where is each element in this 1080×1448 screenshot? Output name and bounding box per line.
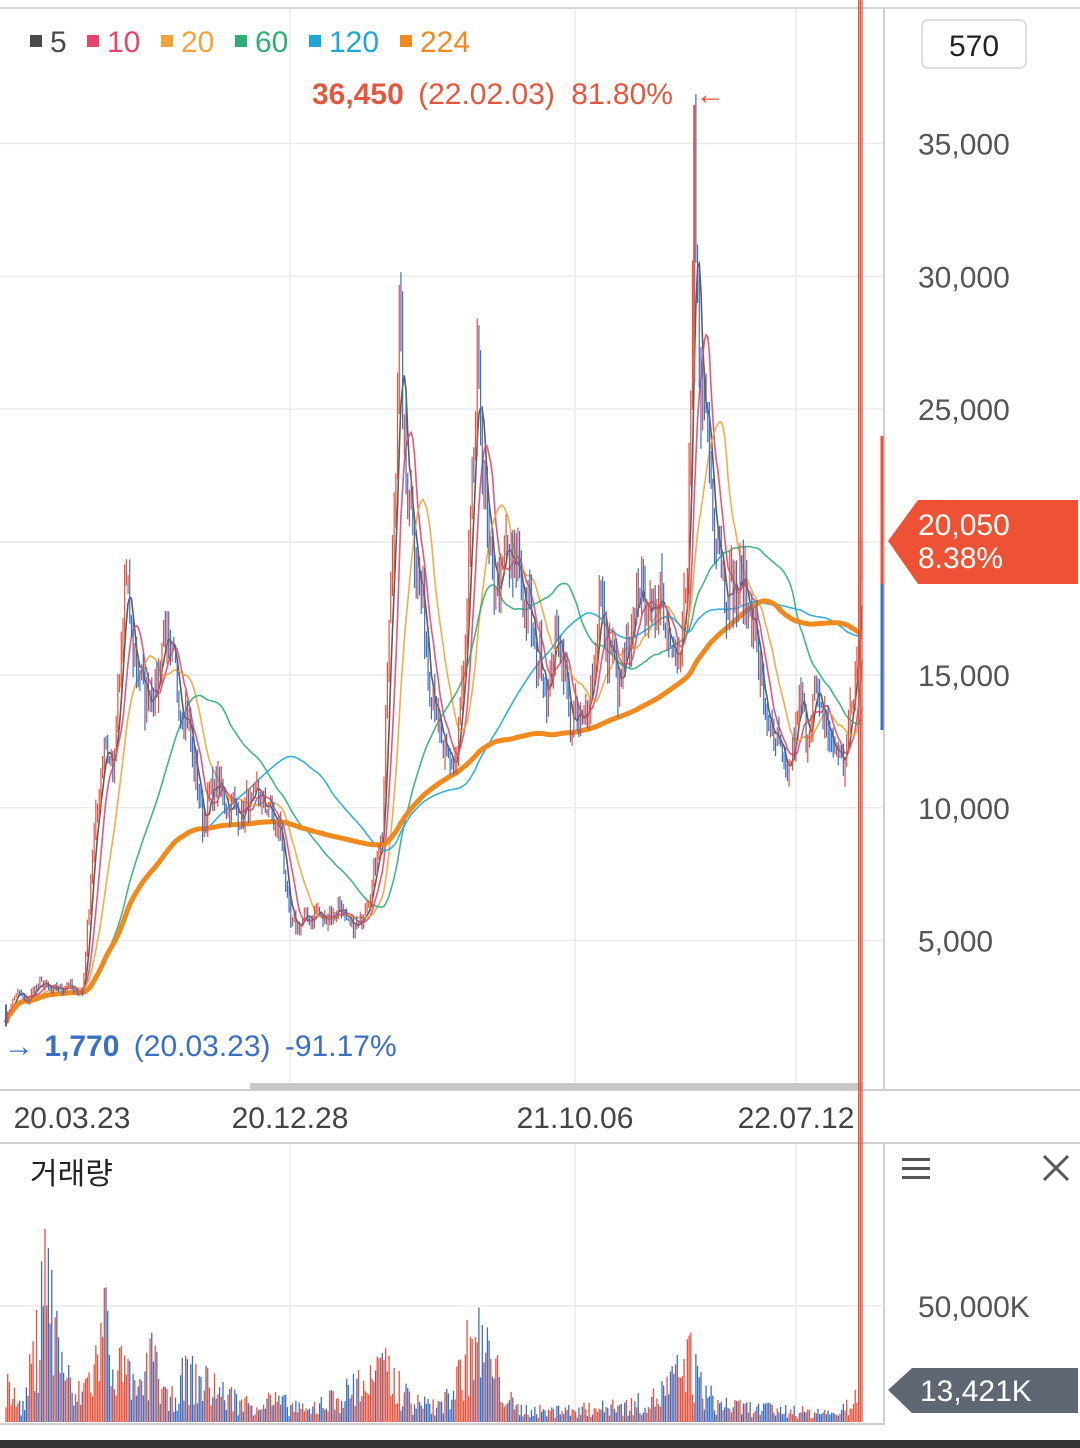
ma-224-line xyxy=(3,598,863,1024)
legend-swatch-20 xyxy=(161,35,173,47)
ma-10-line xyxy=(5,333,863,1024)
ma-60-line xyxy=(5,545,863,1024)
high-date: (22.02.03) xyxy=(418,78,555,111)
legend-item-5[interactable]: 5 xyxy=(50,26,67,59)
close-icon[interactable] xyxy=(1042,1154,1070,1182)
volume-title: 거래량 xyxy=(30,1158,113,1191)
price-tick-label: 35,000 xyxy=(918,128,1010,161)
low-annotation: → 1,770 (20.03.23) -91.17% xyxy=(4,1030,397,1063)
price-tick-label: 15,000 xyxy=(918,660,1010,693)
low-price: 1,770 xyxy=(44,1030,119,1063)
legend-swatch-120 xyxy=(309,35,321,47)
legend-swatch-60 xyxy=(235,35,247,47)
volume-current-box xyxy=(888,1368,1078,1413)
legend-item-10[interactable]: 10 xyxy=(107,26,140,59)
period-box[interactable] xyxy=(921,19,1027,69)
current-price: 20,050 xyxy=(918,509,1010,542)
price-axis-labels: 5,000 10,000 15,000 25,000 30,000 35,000 xyxy=(918,128,1010,958)
candlestick-series xyxy=(5,94,863,1027)
current-pct: 8.38% xyxy=(918,542,1003,575)
legend-swatch-10 xyxy=(87,35,99,47)
price-tick-label: 30,000 xyxy=(918,261,1010,294)
price-tick-label: 25,000 xyxy=(918,394,1010,427)
legend-item-224[interactable]: 224 xyxy=(420,26,470,59)
legend-swatch-224 xyxy=(400,35,412,47)
date-gridlines xyxy=(289,8,797,1424)
period-value[interactable]: 570 xyxy=(949,30,999,63)
date-axis-labels: 20.03.23 20.12.28 21.10.06 22.07.12 xyxy=(14,1102,855,1135)
high-annotation: 36,450 (22.02.03) 81.80% ← xyxy=(312,78,725,111)
high-price: 36,450 xyxy=(312,78,404,111)
high-pct: 81.80% xyxy=(571,78,673,111)
date-tick-label: 21.10.06 xyxy=(517,1102,634,1135)
moving-average-legend[interactable]: 5 10 20 60 120 224 xyxy=(30,26,470,59)
high-arrow-icon: ← xyxy=(695,78,725,111)
date-tick-label: 20.03.23 xyxy=(14,1102,131,1135)
bottom-bar xyxy=(0,1440,1080,1448)
date-tick-label: 22.07.12 xyxy=(738,1102,855,1135)
low-pct: -91.17% xyxy=(285,1030,397,1063)
legend-item-20[interactable]: 20 xyxy=(181,26,214,59)
menu-icon[interactable] xyxy=(902,1158,930,1179)
price-tick-label: 10,000 xyxy=(918,793,1010,826)
price-gridlines xyxy=(0,142,884,942)
price-tick-label: 5,000 xyxy=(918,926,993,959)
low-arrow-icon: → xyxy=(4,1030,34,1063)
ma-20-line xyxy=(5,421,863,1024)
volume-axis-label: 50,000K xyxy=(918,1291,1030,1324)
volume-current: 13,421K xyxy=(920,1375,1032,1408)
horizontal-scrollbar[interactable] xyxy=(250,1083,862,1090)
legend-item-60[interactable]: 60 xyxy=(255,26,288,59)
low-date: (20.03.23) xyxy=(134,1030,271,1063)
legend-item-120[interactable]: 120 xyxy=(329,26,379,59)
current-price-box xyxy=(888,500,1078,584)
legend-swatch-5 xyxy=(30,35,42,47)
date-tick-label: 20.12.28 xyxy=(232,1102,349,1135)
volume-bars xyxy=(5,0,863,1422)
